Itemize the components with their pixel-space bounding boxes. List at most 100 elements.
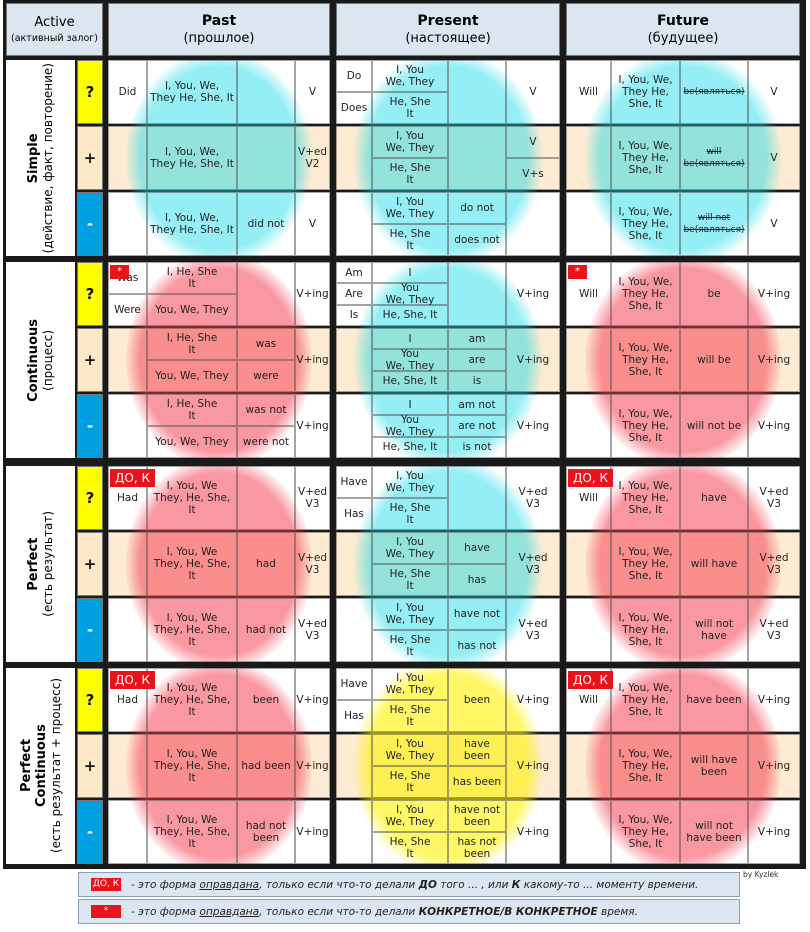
sign-cell: ? [77,60,103,124]
form-cell: V+ing [295,668,330,732]
form-cell: V+ed V2 [295,126,330,190]
empty-cell [108,734,147,798]
row-background [108,192,330,256]
form-cell: have been [448,734,506,766]
form-cell: I, You, We, They He, She, It [611,262,680,326]
form-cell: Has [336,700,372,732]
badge: ДО, К [110,469,155,487]
empty-cell [108,800,147,864]
legend-row: ДО, К - это форма оправдана, только если … [78,872,740,897]
form-cell: V+ing [748,328,800,392]
tense-desc: (есть результат) [41,511,55,617]
empty-cell [448,126,506,190]
form-cell: You, We, They [147,294,237,326]
tense-name-cell: Perfect Continuous (есть результат + проц… [6,668,75,864]
form-cell: I, You We, They [372,126,448,158]
form-cell: I, You, We They, He, She, It [147,800,237,864]
form-cell: I, You We, They [372,60,448,92]
form-cell: I [372,262,448,284]
form-cell: I, You, We, They He, She, It [147,60,237,124]
row-background [566,126,800,190]
form-cell: I, You, We, They He, She, It [611,60,680,124]
form-cell: had been [237,734,295,798]
tense-label: Perfect Continuous (есть результат + проц… [19,678,63,853]
form-cell: V+ing [295,262,330,326]
form-cell: V+ed V3 [748,466,800,530]
sign-cell: - [77,192,103,256]
form-cell: had [237,532,295,596]
form-cell: V+ed V3 [295,598,330,662]
tense-name-cell: Perfect (есть результат) [6,466,75,662]
form-cell: You, We, They [147,426,237,458]
corner-title: Active [34,15,75,30]
form-cell: does not [448,224,506,256]
form-cell: I, You, We, They He, She, It [611,394,680,458]
form-cell: I, You, We They, He, She, It [147,598,237,662]
form-cell: am not [448,394,506,416]
empty-cell [108,126,147,190]
legend-text-part: ДО [418,878,437,891]
form-cell: I, You, We They, He, She, It [147,734,237,798]
empty-cell [108,192,147,256]
tense-time-block: Have Has I, You We, They He, She It been V+in… [336,668,560,864]
form-cell: been [448,668,506,732]
legend-text-part: , только если что-то делали [259,905,419,918]
form-cell: Have [336,668,372,700]
legend-text-part: какому-то ... моменту времени. [520,878,699,891]
time-header: Future (будущее) [566,3,800,56]
form-cell: V+ed V3 [748,532,800,596]
form-cell: I, You, We They, He, She, It [147,466,237,530]
tense-time-block: Will I, You, We, They He, She, It be(являт… [566,60,800,256]
form-cell: had not been [237,800,295,864]
tense-time-block: Have Has I, You We, They He, She It V+ed V3 I… [336,466,560,662]
form-cell: V+ing [506,394,560,458]
form-cell: were not [237,426,295,458]
badge: ДО, К [568,469,613,487]
empty-cell [336,800,372,864]
row-background [566,192,800,256]
form-cell: V+ing [295,734,330,798]
form-cell: has been [448,766,506,798]
tense-time-block: Will I, You, We, They He, She, It be V+ing *… [566,262,800,458]
sign-cell: + [77,532,103,596]
form-cell: I, You, We, They He, She, It [147,126,237,190]
form-cell: I, You, We, They He, She, It [611,328,680,392]
time-header: Present (настоящее) [336,3,560,56]
form-cell: has not [448,630,506,662]
legend-text-part: - это форма [131,905,200,918]
form-cell: V+ing [748,394,800,458]
time-subtitle: (прошлое) [183,31,255,46]
form-cell: I, You, We, They He, She, It [611,126,680,190]
form-cell: Were [108,294,147,326]
form-cell: He, She It [372,832,448,864]
tense-desc: (процесс) [41,329,55,391]
form-cell: Did [108,60,147,124]
form-cell: Have [336,466,372,498]
sign-cell: ? [77,466,103,530]
form-cell: V+ed V3 [295,532,330,596]
form-cell: Had [108,466,147,530]
legend-text: - это форма оправдана, только если что-т… [131,906,638,918]
form-cell: V+ing [748,800,800,864]
time-subtitle: (настоящее) [405,31,491,46]
form-cell: You We, They [372,414,448,438]
tense-label: Continuous (процесс) [26,319,55,402]
empty-cell [566,394,611,458]
empty-cell [566,328,611,392]
form-cell: I, You, We, They He, She, It [611,800,680,864]
row-background [108,60,330,124]
form-cell: will have been [680,734,748,798]
empty-cell [566,532,611,596]
form-cell: are [448,349,506,371]
badge: ДО, К [568,671,613,689]
sign-cell: - [77,598,103,662]
tense-name-cell: Continuous (процесс) [6,262,75,458]
empty-cell [566,126,611,190]
legend-text-part: оправдана [199,878,260,891]
form-cell: I, You, We, They He, She, It [611,466,680,530]
form-cell: V+ing [506,668,560,732]
form-cell: had not [237,598,295,662]
tense-name: Perfect [26,537,41,591]
tense-time-block: Will I, You, We, They He, She, It have V+ed… [566,466,800,662]
